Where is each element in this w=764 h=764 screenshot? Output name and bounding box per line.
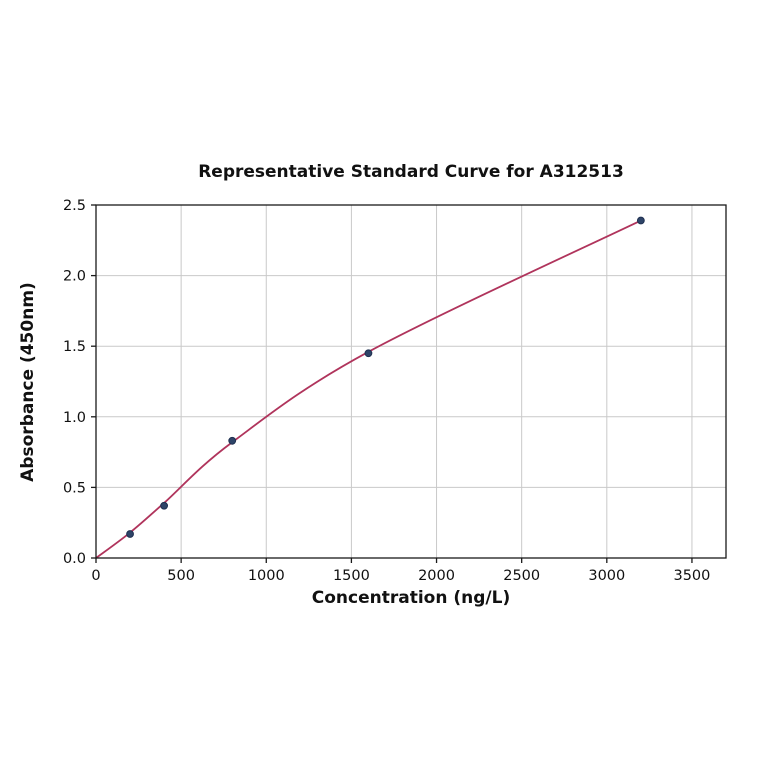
x-tick-label: 2500 [503, 568, 540, 584]
y-tick-label: 1.0 [63, 410, 86, 426]
x-tick-label: 3500 [673, 568, 710, 584]
x-axis-label: Concentration (ng/L) [311, 588, 511, 608]
x-tick-label: 1000 [248, 568, 285, 584]
y-tick-label: 2.5 [63, 198, 86, 214]
x-tick-label: 0 [91, 568, 100, 584]
data-point [160, 501, 169, 510]
x-tick-label: 2000 [418, 568, 455, 584]
data-point [228, 436, 237, 445]
x-tick-label: 1500 [333, 568, 370, 584]
y-tick-label: 0.0 [63, 551, 86, 567]
y-tick-label: 0.5 [63, 480, 86, 496]
x-tick-label: 3000 [588, 568, 625, 584]
data-point [636, 216, 645, 225]
fitted-curve-line [95, 219, 642, 559]
chart-title: Representative Standard Curve for A31251… [198, 162, 624, 182]
axes-spines [95, 204, 727, 559]
y-axis-label: Absorbance (450nm) [18, 282, 38, 482]
x-tick-label: 500 [167, 568, 195, 584]
data-point [364, 349, 373, 358]
data-point [126, 530, 134, 538]
y-tick-label: 2.0 [63, 269, 86, 285]
y-tick-label: 1.5 [63, 339, 86, 355]
